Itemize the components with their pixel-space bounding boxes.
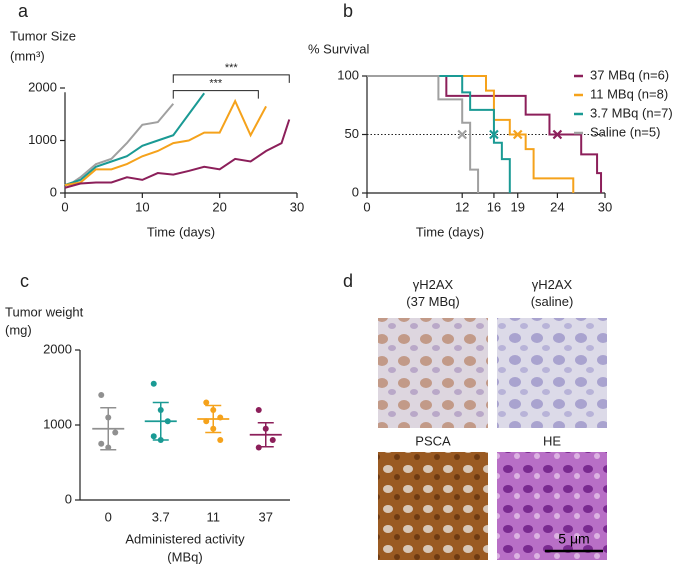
data-point bbox=[105, 414, 112, 421]
survival-curve bbox=[367, 75, 603, 193]
survival-curve bbox=[367, 75, 575, 193]
x-tick-label: 30 bbox=[290, 199, 304, 214]
y-tick-label: 0 bbox=[65, 491, 72, 506]
survival-curve bbox=[367, 75, 511, 193]
data-point bbox=[269, 437, 276, 443]
y-tick-label: 0 bbox=[352, 184, 359, 199]
series-line bbox=[64, 119, 291, 189]
x-axis-label: (MBq) bbox=[167, 549, 202, 564]
median-marker bbox=[512, 129, 523, 140]
data-point bbox=[262, 425, 269, 432]
panel-label: d bbox=[343, 271, 353, 291]
y-tick-label: 50 bbox=[345, 126, 359, 141]
x-axis-label: Time (days) bbox=[416, 224, 484, 239]
x-tick-label: 12 bbox=[455, 199, 469, 214]
data-point bbox=[255, 444, 262, 451]
y-axis-label: (mm³) bbox=[10, 48, 45, 63]
y-tick-label: 1000 bbox=[28, 132, 57, 147]
legend-label: Saline (n=5) bbox=[590, 124, 660, 139]
x-tick-label: 24 bbox=[550, 199, 564, 214]
panel-label: c bbox=[20, 271, 29, 291]
scale-bar-label: 5 μm bbox=[558, 531, 589, 547]
y-tick-label: 2000 bbox=[43, 341, 72, 356]
data-point bbox=[203, 399, 210, 406]
median-marker bbox=[552, 129, 563, 140]
median-marker bbox=[489, 129, 499, 140]
y-tick-label: 100 bbox=[337, 67, 359, 82]
annotation: *** bbox=[225, 62, 239, 74]
data-point bbox=[210, 407, 217, 413]
image-title: (saline) bbox=[531, 294, 574, 309]
x-tick-label: 16 bbox=[487, 199, 501, 214]
x-axis-label: Administered activity bbox=[125, 531, 245, 546]
x-tick-label: 0 bbox=[105, 509, 112, 524]
survival-curve bbox=[367, 75, 480, 193]
data-point bbox=[210, 425, 217, 432]
image-title: HE bbox=[543, 433, 561, 448]
image-title: (37 MBq) bbox=[406, 294, 459, 309]
y-tick-label: 1000 bbox=[43, 416, 72, 431]
y-axis-label: (mg) bbox=[5, 322, 32, 337]
data-point bbox=[164, 418, 171, 425]
image-title: γH2AX bbox=[532, 277, 573, 292]
x-tick-label: 10 bbox=[135, 199, 149, 214]
x-tick-label: 20 bbox=[212, 199, 226, 214]
images bbox=[378, 318, 607, 560]
x-axis-label: Time (days) bbox=[147, 224, 215, 239]
histology-image bbox=[497, 452, 607, 560]
x-tick-label: 0 bbox=[363, 199, 370, 214]
data-point bbox=[157, 437, 164, 443]
y-tick-label: 0 bbox=[50, 184, 57, 199]
median-marker bbox=[457, 129, 467, 140]
series-line bbox=[64, 92, 206, 187]
significance-bracket bbox=[172, 74, 290, 83]
annotation: *** bbox=[209, 78, 223, 90]
data-point bbox=[105, 444, 112, 451]
data-point bbox=[150, 380, 157, 387]
legend-label: 3.7 MBq (n=7) bbox=[590, 105, 673, 120]
panel-label: a bbox=[18, 1, 29, 21]
x-tick-label: 11 bbox=[207, 509, 221, 524]
significance-bracket bbox=[172, 90, 259, 99]
series-line bbox=[64, 98, 267, 187]
image-title: PSCA bbox=[415, 433, 451, 448]
data-point bbox=[217, 437, 224, 443]
data-point bbox=[98, 440, 105, 447]
panel-label: b bbox=[343, 1, 353, 21]
x-tick-label: 3.7 bbox=[152, 509, 170, 524]
data-point bbox=[255, 407, 262, 413]
y-axis-label: Tumor weight bbox=[5, 304, 84, 319]
x-tick-label: 37 bbox=[259, 509, 273, 524]
data-point bbox=[203, 418, 210, 425]
legend-label: 37 MBq (n=6) bbox=[590, 67, 669, 82]
image-title: γH2AX bbox=[413, 277, 454, 292]
data-point bbox=[98, 392, 105, 398]
x-tick-label: 30 bbox=[598, 199, 612, 214]
data-point bbox=[112, 429, 119, 436]
x-tick-label: 19 bbox=[510, 199, 524, 214]
y-axis-label: Tumor Size bbox=[10, 28, 76, 43]
histology-image bbox=[497, 318, 607, 428]
histology-image bbox=[378, 452, 488, 560]
histology-image bbox=[378, 318, 488, 428]
y-tick-label: 2000 bbox=[28, 79, 57, 94]
x-tick-label: 0 bbox=[61, 199, 68, 214]
legend-label: 11 MBq (n=8) bbox=[590, 86, 668, 101]
data-point bbox=[217, 414, 224, 421]
data-point bbox=[157, 407, 164, 413]
data-point bbox=[150, 433, 157, 440]
y-axis-label: % Survival bbox=[308, 41, 370, 56]
